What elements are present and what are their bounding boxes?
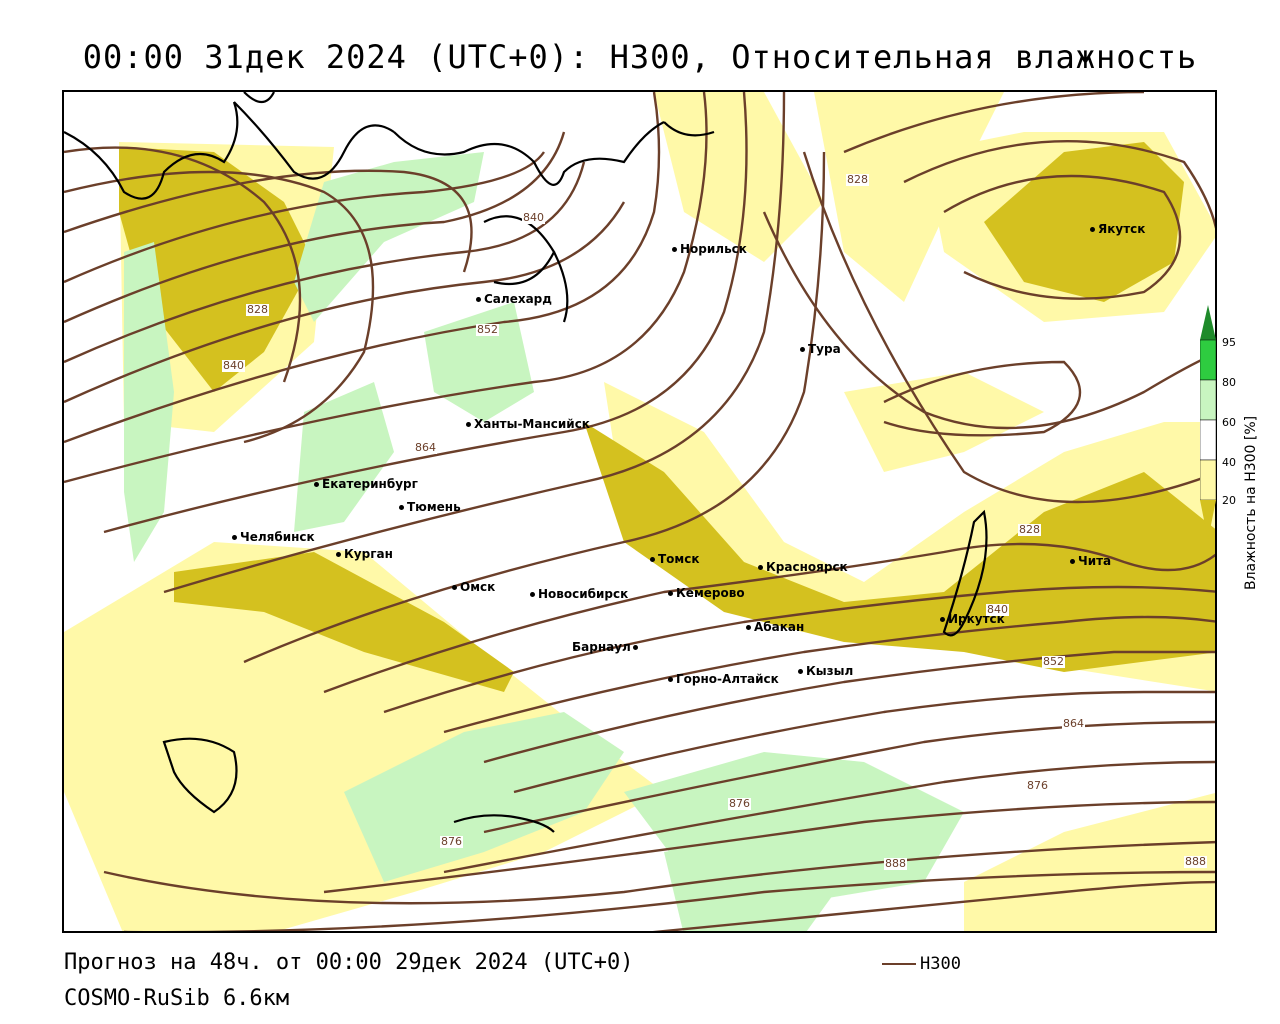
city-marker <box>1070 559 1075 564</box>
contour-label: 840 <box>522 211 545 224</box>
h300-contours <box>64 92 1215 931</box>
city-norilsk: Норильск <box>672 242 747 256</box>
city-label: Барнаул <box>572 640 631 654</box>
city-tomsk: Томск <box>650 552 700 566</box>
colorbar-40-60 <box>1200 419 1216 461</box>
colorbar-lt20 <box>1200 500 1216 540</box>
city-marker <box>476 297 481 302</box>
city-label: Горно-Алтайск <box>676 672 779 686</box>
city-kurgan: Курган <box>336 547 393 561</box>
city-label: Абакан <box>754 620 805 634</box>
city-barnaul: Барнаул <box>572 640 641 654</box>
city-label: Салехард <box>484 292 552 306</box>
model-name: COSMO-RuSib 6.6км <box>64 986 290 1011</box>
city-khanty-mansiysk: Ханты-Мансийск <box>466 417 590 431</box>
colorbar-tick: 40 <box>1222 456 1236 469</box>
city-marker <box>758 565 763 570</box>
contour-label: 828 <box>846 173 869 186</box>
forecast-info: Прогноз на 48ч. от 00:00 29дек 2024 (UTC… <box>64 950 634 975</box>
city-marker <box>314 482 319 487</box>
city-novosibirsk: Новосибирск <box>530 587 628 601</box>
city-label: Курган <box>344 547 393 561</box>
city-chelyabinsk: Челябинск <box>232 530 315 544</box>
city-abakan: Абакан <box>746 620 804 634</box>
city-marker <box>650 557 655 562</box>
city-yakutsk: Якутск <box>1090 222 1145 236</box>
city-marker <box>632 645 638 650</box>
city-marker <box>232 535 237 540</box>
city-kemerovo: Кемерово <box>668 586 745 600</box>
city-label: Омск <box>460 580 496 594</box>
city-krasnoyarsk: Красноярск <box>758 560 848 574</box>
contour-label: 888 <box>884 857 907 870</box>
city-chita: Чита <box>1070 554 1111 568</box>
city-marker <box>466 422 471 427</box>
city-marker <box>1090 227 1095 232</box>
colorbar-20-40 <box>1200 459 1216 501</box>
city-marker <box>798 669 803 674</box>
city-marker <box>530 592 535 597</box>
city-marker <box>668 591 673 596</box>
city-label: Якутск <box>1098 222 1146 236</box>
colorbar-60-80 <box>1200 379 1216 421</box>
city-label: Тюмень <box>407 500 461 514</box>
contour-label: 840 <box>222 359 245 372</box>
colorbar-tick: 20 <box>1222 494 1236 507</box>
contour-legend-line <box>882 963 916 965</box>
city-tyumen: Тюмень <box>399 500 461 514</box>
colorbar-tick: 80 <box>1222 376 1236 389</box>
city-marker <box>336 552 341 557</box>
map-panel: Салехард Норильск Якутск Тура Ханты-Манс… <box>62 90 1217 933</box>
contour-label: 840 <box>986 603 1009 616</box>
city-label: Кемерово <box>676 586 745 600</box>
contour-label: 876 <box>1026 779 1049 792</box>
contour-label: 864 <box>1062 717 1085 730</box>
colorbar-label: Влажность на H300 [%] <box>1243 415 1259 590</box>
city-yekaterinburg: Екатеринбург <box>314 477 418 491</box>
city-marker <box>668 677 673 682</box>
colorbar-80-95 <box>1200 339 1216 381</box>
city-marker <box>399 505 404 510</box>
city-label: Ханты-Мансийск <box>474 417 590 431</box>
city-label: Новосибирск <box>538 587 629 601</box>
city-label: Кызыл <box>806 664 854 678</box>
contour-label: 876 <box>728 797 751 810</box>
coastlines <box>64 92 988 833</box>
city-label: Чита <box>1078 554 1112 568</box>
city-marker <box>940 617 945 622</box>
city-marker <box>746 625 751 630</box>
city-kyzyl: Кызыл <box>798 664 853 678</box>
city-marker <box>452 585 457 590</box>
colorbar-gt95 <box>1200 305 1216 340</box>
city-omsk: Омск <box>452 580 495 594</box>
city-label: Тура <box>808 342 841 356</box>
contour-label: 828 <box>246 303 269 316</box>
city-label: Челябинск <box>240 530 315 544</box>
contour-label: 852 <box>476 323 499 336</box>
city-label: Томск <box>658 552 700 566</box>
colorbar-tick: 60 <box>1222 416 1236 429</box>
city-label: Красноярск <box>766 560 848 574</box>
city-label: Норильск <box>680 242 747 256</box>
contour-label: 864 <box>414 441 437 454</box>
city-marker <box>672 247 677 252</box>
city-gorno-altaysk: Горно-Алтайск <box>668 672 779 686</box>
city-tura: Тура <box>800 342 841 356</box>
contour-legend-label: H300 <box>920 954 961 974</box>
contour-label: 876 <box>440 835 463 848</box>
humidity-lt20-fill <box>119 142 1215 692</box>
city-marker <box>800 347 805 352</box>
contour-label: 852 <box>1042 655 1065 668</box>
colorbar-tick: 95 <box>1222 336 1236 349</box>
city-salekhard: Салехард <box>476 292 552 306</box>
humidity-map <box>64 92 1215 931</box>
city-label: Екатеринбург <box>322 477 418 491</box>
contour-label: 828 <box>1018 523 1041 536</box>
contour-label: 888 <box>1184 855 1207 868</box>
contour-legend: H300 <box>882 954 961 974</box>
colorbar <box>1200 305 1216 540</box>
map-title: 00:00 31дек 2024 (UTC+0): H300, Относите… <box>82 38 1198 76</box>
